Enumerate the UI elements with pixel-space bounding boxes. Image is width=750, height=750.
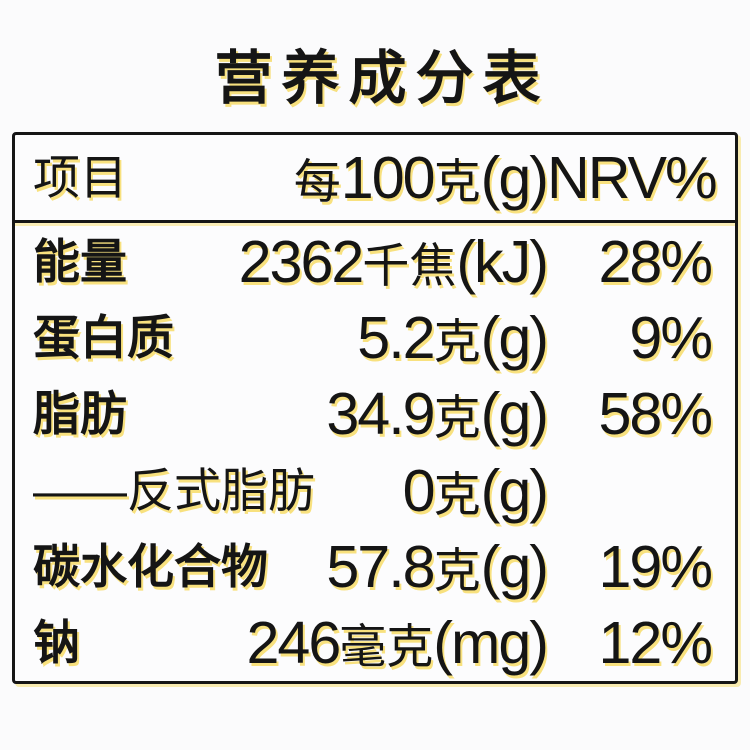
nutrient-nrv: 19% xyxy=(598,532,713,600)
nutrient-amount: 0克(g) xyxy=(402,456,549,524)
table-row-sodium: 钠 246毫克(mg) 12% xyxy=(15,605,735,681)
nutrient-nrv: 12% xyxy=(598,609,713,677)
table-row-fat: 脂肪 34.9克(g) 58% xyxy=(15,376,735,452)
nutrient-nrv: 9% xyxy=(629,303,713,371)
nutrient-name: 蛋白质 xyxy=(33,310,174,364)
nutrient-nrv: 58% xyxy=(598,380,713,448)
table-header-row: 项目 每100克(g) NRV% xyxy=(15,135,735,223)
table-row-energy: 能量 2362千焦(kJ) 28% xyxy=(15,223,735,299)
table-body: 能量 2362千焦(kJ) 28% 蛋白质 5.2克(g) 9% 脂肪 34.9… xyxy=(15,223,735,681)
header-item-label: 项目 xyxy=(33,151,127,204)
nutrient-amount: 57.8克(g) xyxy=(326,532,549,600)
nutrition-table-title: 营养成分表 xyxy=(214,46,550,111)
nutrient-amount: 5.2克(g) xyxy=(357,303,549,371)
table-row-protein: 蛋白质 5.2克(g) 9% xyxy=(15,299,735,375)
nutrient-name: ——反式脂肪 xyxy=(33,463,315,517)
nutrition-table: 项目 每100克(g) NRV% 能量 2362千焦(kJ) 28% 蛋白质 5… xyxy=(12,132,738,684)
nutrient-amount: 2362千焦(kJ) xyxy=(238,227,549,295)
table-row-trans-fat: ——反式脂肪 0克(g) xyxy=(15,452,735,528)
nutrient-name: 能量 xyxy=(33,234,127,288)
nutrient-amount: 34.9克(g) xyxy=(326,380,549,448)
nutrient-amount: 246毫克(mg) xyxy=(246,609,549,677)
nutrient-name: 脂肪 xyxy=(33,387,127,441)
table-row-carbohydrate: 碳水化合物 57.8克(g) 19% xyxy=(15,528,735,604)
nutrient-nrv: 28% xyxy=(598,227,713,295)
nutrient-name: 碳水化合物 xyxy=(33,539,268,593)
nutrient-name: 钠 xyxy=(33,616,80,670)
header-nrv-label: NRV% xyxy=(547,143,718,211)
header-per-100g-label: 每100克(g) xyxy=(293,143,549,211)
